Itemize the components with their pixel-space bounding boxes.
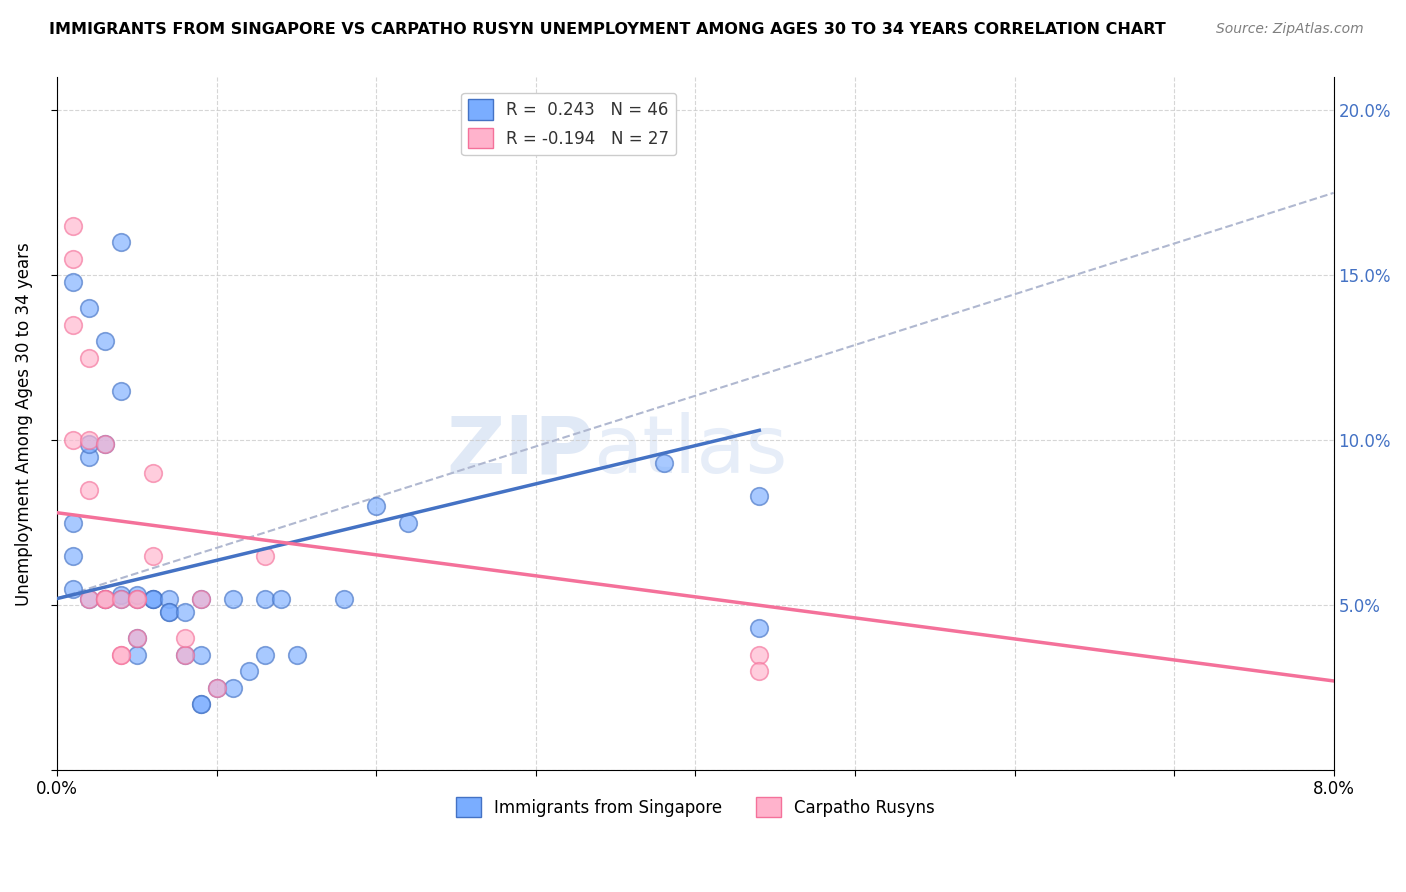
Point <box>157 605 180 619</box>
Point <box>238 664 260 678</box>
Point <box>110 648 132 662</box>
Point <box>190 648 212 662</box>
Point <box>222 681 245 695</box>
Point <box>142 466 165 480</box>
Point <box>94 591 117 606</box>
Point <box>125 631 148 645</box>
Point <box>62 516 84 530</box>
Point <box>77 591 100 606</box>
Point <box>157 591 180 606</box>
Point <box>253 591 276 606</box>
Text: IMMIGRANTS FROM SINGAPORE VS CARPATHO RUSYN UNEMPLOYMENT AMONG AGES 30 TO 34 YEA: IMMIGRANTS FROM SINGAPORE VS CARPATHO RU… <box>49 22 1166 37</box>
Legend: Immigrants from Singapore, Carpatho Rusyns: Immigrants from Singapore, Carpatho Rusy… <box>450 790 942 824</box>
Point <box>190 591 212 606</box>
Point <box>94 591 117 606</box>
Point <box>125 591 148 606</box>
Point <box>142 591 165 606</box>
Text: Source: ZipAtlas.com: Source: ZipAtlas.com <box>1216 22 1364 37</box>
Point <box>62 318 84 332</box>
Point <box>125 591 148 606</box>
Point <box>174 648 197 662</box>
Point <box>366 499 388 513</box>
Point <box>270 591 292 606</box>
Point <box>77 483 100 497</box>
Point <box>62 275 84 289</box>
Point <box>94 591 117 606</box>
Point <box>62 582 84 596</box>
Point <box>77 351 100 365</box>
Point <box>94 436 117 450</box>
Point <box>94 591 117 606</box>
Point <box>125 591 148 606</box>
Point <box>205 681 228 695</box>
Point <box>253 549 276 563</box>
Point <box>222 591 245 606</box>
Point <box>94 436 117 450</box>
Point <box>748 489 770 503</box>
Point <box>77 591 100 606</box>
Point <box>142 591 165 606</box>
Point <box>62 549 84 563</box>
Point <box>190 591 212 606</box>
Point <box>110 648 132 662</box>
Point <box>62 252 84 266</box>
Point <box>748 664 770 678</box>
Point <box>174 648 197 662</box>
Point <box>62 219 84 233</box>
Point <box>110 591 132 606</box>
Point <box>125 648 148 662</box>
Point <box>142 549 165 563</box>
Point <box>77 450 100 464</box>
Point <box>190 697 212 711</box>
Point <box>110 384 132 398</box>
Point <box>110 591 132 606</box>
Point <box>62 434 84 448</box>
Point <box>77 436 100 450</box>
Point <box>205 681 228 695</box>
Text: ZIP: ZIP <box>446 412 593 491</box>
Point <box>748 621 770 635</box>
Point <box>94 334 117 349</box>
Point <box>333 591 356 606</box>
Point <box>748 648 770 662</box>
Point <box>110 588 132 602</box>
Point <box>110 235 132 250</box>
Point <box>652 456 675 470</box>
Point <box>94 591 117 606</box>
Text: atlas: atlas <box>593 412 787 491</box>
Point <box>174 605 197 619</box>
Point <box>253 648 276 662</box>
Point <box>157 605 180 619</box>
Point <box>125 588 148 602</box>
Y-axis label: Unemployment Among Ages 30 to 34 years: Unemployment Among Ages 30 to 34 years <box>15 242 32 606</box>
Point <box>77 301 100 316</box>
Point <box>77 434 100 448</box>
Point <box>190 697 212 711</box>
Point <box>142 591 165 606</box>
Point <box>285 648 308 662</box>
Point <box>125 631 148 645</box>
Point <box>396 516 419 530</box>
Point <box>174 631 197 645</box>
